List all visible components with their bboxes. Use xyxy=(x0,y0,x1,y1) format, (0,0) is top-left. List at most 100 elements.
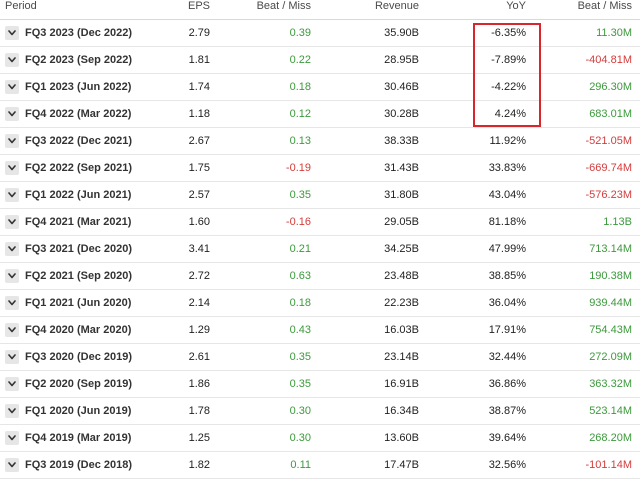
yoy-cell: 39.64% xyxy=(427,424,534,452)
revenue-cell: 30.46B xyxy=(319,73,427,101)
revenue-beat-miss-cell: 363.32M xyxy=(534,370,640,398)
revenue-beat-miss-cell: 754.43M xyxy=(534,316,640,344)
expand-row-button[interactable] xyxy=(5,26,19,40)
revenue-beat-miss-cell: 190.38M xyxy=(534,262,640,290)
eps-cell: 2.79 xyxy=(163,19,216,47)
period-cell: FQ3 2023 (Dec 2022) xyxy=(0,19,163,47)
table-row[interactable]: FQ4 2020 (Mar 2020) 1.29 0.43 16.03B 17.91% 7… xyxy=(0,316,640,344)
header-yoy[interactable]: YoY xyxy=(427,0,534,20)
eps-beat-miss-cell: 0.30 xyxy=(216,397,319,425)
eps-beat-miss-cell: -0.16 xyxy=(216,208,319,236)
expand-row-button[interactable] xyxy=(5,53,19,67)
table-row[interactable]: FQ3 2019 (Dec 2018) 1.82 0.11 17.47B 32.56% -… xyxy=(0,451,640,479)
yoy-cell: 81.18% xyxy=(427,208,534,236)
period-label: FQ1 2022 (Jun 2021) xyxy=(25,189,132,201)
eps-cell: 2.61 xyxy=(163,343,216,371)
table-row[interactable]: FQ1 2022 (Jun 2021) 2.57 0.35 31.80B 43.04% -… xyxy=(0,181,640,209)
period-cell: FQ2 2021 (Sep 2020) xyxy=(0,262,163,290)
expand-row-button[interactable] xyxy=(5,80,19,94)
revenue-cell: 23.14B xyxy=(319,343,427,371)
period-label: FQ3 2021 (Dec 2020) xyxy=(25,243,133,255)
revenue-cell: 17.47B xyxy=(319,451,427,479)
header-eps-beat-miss[interactable]: Beat / Miss xyxy=(216,0,319,20)
expand-row-button[interactable] xyxy=(5,296,19,310)
eps-beat-miss-cell: 0.43 xyxy=(216,316,319,344)
revenue-cell: 30.28B xyxy=(319,100,427,128)
eps-cell: 1.81 xyxy=(163,46,216,74)
yoy-cell: 4.24% xyxy=(427,100,534,128)
table-row[interactable]: FQ2 2022 (Sep 2021) 1.75 -0.19 31.43B 33.83%… xyxy=(0,154,640,182)
revenue-cell: 31.80B xyxy=(319,181,427,209)
revenue-beat-miss-cell: 296.30M xyxy=(534,73,640,101)
period-label: FQ3 2022 (Dec 2021) xyxy=(25,135,133,147)
period-cell: FQ1 2023 (Jun 2022) xyxy=(0,73,163,101)
table-row[interactable]: FQ3 2020 (Dec 2019) 2.61 0.35 23.14B 32.44% 2… xyxy=(0,343,640,371)
expand-row-button[interactable] xyxy=(5,215,19,229)
table-row[interactable]: FQ1 2020 (Jun 2019) 1.78 0.30 16.34B 38.87% 5… xyxy=(0,397,640,425)
table-row[interactable]: FQ3 2021 (Dec 2020) 3.41 0.21 34.25B 47.99% 7… xyxy=(0,235,640,263)
yoy-cell: 36.04% xyxy=(427,289,534,317)
period-label: FQ2 2021 (Sep 2020) xyxy=(25,270,133,282)
expand-row-button[interactable] xyxy=(5,431,19,445)
table-row[interactable]: FQ3 2022 (Dec 2021) 2.67 0.13 38.33B 11.92% -… xyxy=(0,127,640,155)
period-label: FQ3 2020 (Dec 2019) xyxy=(25,351,133,363)
eps-beat-miss-cell: 0.12 xyxy=(216,100,319,128)
revenue-beat-miss-cell: -669.74M xyxy=(534,154,640,182)
period-cell: FQ4 2020 (Mar 2020) xyxy=(0,316,163,344)
eps-cell: 2.57 xyxy=(163,181,216,209)
table-row[interactable]: FQ2 2021 (Sep 2020) 2.72 0.63 23.48B 38.85% 1… xyxy=(0,262,640,290)
eps-cell: 1.18 xyxy=(163,100,216,128)
expand-row-button[interactable] xyxy=(5,323,19,337)
period-cell: FQ1 2021 (Jun 2020) xyxy=(0,289,163,317)
expand-row-button[interactable] xyxy=(5,188,19,202)
table-body: FQ3 2023 (Dec 2022) 2.79 0.39 35.90B -6.35% 1… xyxy=(0,19,640,479)
expand-row-button[interactable] xyxy=(5,134,19,148)
expand-row-button[interactable] xyxy=(5,269,19,283)
yoy-cell: 38.87% xyxy=(427,397,534,425)
table-row[interactable]: FQ1 2023 (Jun 2022) 1.74 0.18 30.46B -4.22% 2… xyxy=(0,73,640,101)
eps-cell: 1.29 xyxy=(163,316,216,344)
revenue-beat-miss-cell: -521.05M xyxy=(534,127,640,155)
period-cell: FQ4 2019 (Mar 2019) xyxy=(0,424,163,452)
header-revenue-beat-miss[interactable]: Beat / Miss xyxy=(534,0,640,20)
period-label: FQ4 2019 (Mar 2019) xyxy=(25,432,132,444)
revenue-cell: 16.91B xyxy=(319,370,427,398)
header-period[interactable]: Period xyxy=(0,0,163,20)
table-row[interactable]: FQ3 2023 (Dec 2022) 2.79 0.39 35.90B -6.35% 1… xyxy=(0,19,640,47)
table-row[interactable]: FQ2 2023 (Sep 2022) 1.81 0.22 28.95B -7.89% -… xyxy=(0,46,640,74)
expand-row-button[interactable] xyxy=(5,107,19,121)
expand-row-button[interactable] xyxy=(5,404,19,418)
expand-row-button[interactable] xyxy=(5,458,19,472)
header-eps[interactable]: EPS xyxy=(163,0,216,20)
expand-row-button[interactable] xyxy=(5,350,19,364)
yoy-cell: 38.85% xyxy=(427,262,534,290)
revenue-beat-miss-cell: -404.81M xyxy=(534,46,640,74)
expand-row-button[interactable] xyxy=(5,377,19,391)
yoy-cell: -4.22% xyxy=(427,73,534,101)
eps-beat-miss-cell: 0.22 xyxy=(216,46,319,74)
yoy-cell: 36.86% xyxy=(427,370,534,398)
table-row[interactable]: FQ1 2021 (Jun 2020) 2.14 0.18 22.23B 36.04% 9… xyxy=(0,289,640,317)
eps-beat-miss-cell: 0.21 xyxy=(216,235,319,263)
table-row[interactable]: FQ4 2022 (Mar 2022) 1.18 0.12 30.28B 4.24% 68… xyxy=(0,100,640,128)
expand-row-button[interactable] xyxy=(5,242,19,256)
period-label: FQ2 2020 (Sep 2019) xyxy=(25,378,133,390)
table-row[interactable]: FQ4 2021 (Mar 2021) 1.60 -0.16 29.05B 81.18%… xyxy=(0,208,640,236)
yoy-cell: -6.35% xyxy=(427,19,534,47)
eps-beat-miss-cell: 0.18 xyxy=(216,73,319,101)
period-cell: FQ2 2023 (Sep 2022) xyxy=(0,46,163,74)
eps-cell: 1.74 xyxy=(163,73,216,101)
period-label: FQ1 2021 (Jun 2020) xyxy=(25,297,132,309)
table-row[interactable]: FQ2 2020 (Sep 2019) 1.86 0.35 16.91B 36.86% 3… xyxy=(0,370,640,398)
header-row: Period EPS Beat / Miss Revenue YoY Beat … xyxy=(0,0,640,20)
expand-row-button[interactable] xyxy=(5,161,19,175)
period-label: FQ1 2020 (Jun 2019) xyxy=(25,405,132,417)
earnings-table: Period EPS Beat / Miss Revenue YoY Beat … xyxy=(0,0,640,479)
period-cell: FQ4 2022 (Mar 2022) xyxy=(0,100,163,128)
table-row[interactable]: FQ4 2019 (Mar 2019) 1.25 0.30 13.60B 39.64% 2… xyxy=(0,424,640,452)
header-revenue[interactable]: Revenue xyxy=(319,0,427,20)
eps-beat-miss-cell: 0.11 xyxy=(216,451,319,479)
eps-beat-miss-cell: 0.63 xyxy=(216,262,319,290)
revenue-cell: 29.05B xyxy=(319,208,427,236)
yoy-cell: 32.56% xyxy=(427,451,534,479)
